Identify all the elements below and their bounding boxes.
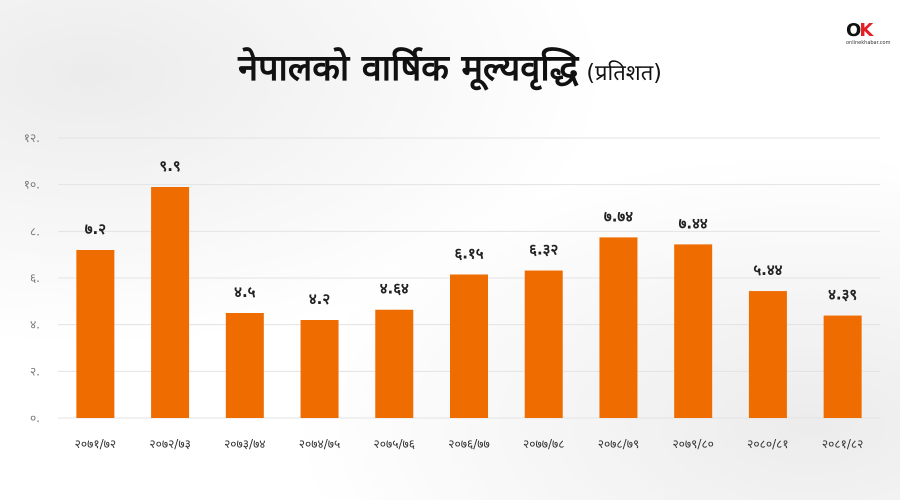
y-tick-label: २. xyxy=(30,364,40,378)
bar xyxy=(823,315,862,418)
logo-k: K xyxy=(859,20,873,41)
brand-logo: OK onlinekhabar.com xyxy=(846,22,891,48)
data-label: ९.९ xyxy=(159,157,180,175)
bar xyxy=(225,313,264,418)
bar xyxy=(76,250,115,418)
x-tick-label: २०८०/८१ xyxy=(747,437,788,451)
chart-title-block: नेपालको वार्षिक मूल्यवृद्धि (प्रतिशत) xyxy=(0,42,900,91)
bar xyxy=(674,244,713,418)
x-tick-label: २०७४/७५ xyxy=(299,437,340,451)
x-tick-label: २०७३/७४ xyxy=(224,437,265,451)
bar xyxy=(300,320,339,418)
chart-title: नेपालको वार्षिक मूल्यवृद्धि xyxy=(238,48,579,89)
data-label: ४.३९ xyxy=(828,286,857,304)
x-tick-label: २०८१/८२ xyxy=(822,437,863,451)
bar xyxy=(599,237,638,418)
data-label: ५.४४ xyxy=(753,261,782,279)
data-label: ६.३२ xyxy=(529,241,558,259)
logo-mark: OK xyxy=(846,22,880,40)
y-tick-label: ०. xyxy=(30,411,40,425)
y-tick-label: ८. xyxy=(30,224,40,238)
x-tick-label: २०७६/७७ xyxy=(448,437,489,451)
data-labels: ७.२ ९.९ ४.५ ४.२ ४.६४ ६.१५ ६.३२ ७.७४ ७.४४ ५.४४ ४.३९ xyxy=(85,157,857,308)
x-tick-label: २०७८/७९ xyxy=(598,437,639,451)
y-tick-label: १२. xyxy=(24,131,40,145)
bar xyxy=(151,187,190,418)
bar xyxy=(524,270,563,418)
bars xyxy=(76,187,862,418)
data-label: ७.४४ xyxy=(679,214,708,232)
data-label: ४.५ xyxy=(234,283,255,301)
bar xyxy=(748,291,787,418)
data-label: ६.१५ xyxy=(454,245,483,263)
y-tick-label: ४. xyxy=(30,318,40,332)
data-label: ४.६४ xyxy=(380,280,409,298)
x-tick-label: २०७७/७८ xyxy=(523,437,564,451)
x-tick-label: २०७१/७२ xyxy=(75,437,116,451)
bar xyxy=(375,309,414,418)
data-label: ४.२ xyxy=(309,290,330,308)
bar xyxy=(450,274,488,418)
x-tick-label: २०७२/७३ xyxy=(149,437,190,451)
x-tick-label: २०७९/८० xyxy=(672,437,713,451)
y-axis-ticks: ०. २. ४. ६. ८. १०. १२. xyxy=(24,131,40,425)
data-label: ७.२ xyxy=(85,220,106,238)
data-label: ७.७४ xyxy=(604,207,633,225)
y-tick-label: १०. xyxy=(24,178,40,192)
y-tick-label: ६. xyxy=(30,271,40,285)
logo-text: onlinekhabar.com xyxy=(846,40,891,46)
logo-o: O xyxy=(846,20,861,41)
x-tick-label: २०७५/७६ xyxy=(374,437,415,451)
x-axis-labels: २०७१/७२ २०७२/७३ २०७३/७४ २०७४/७५ २०७५/७६ २०७६/… xyxy=(75,437,864,451)
chart-subtitle: (प्रतिशत) xyxy=(586,61,662,86)
